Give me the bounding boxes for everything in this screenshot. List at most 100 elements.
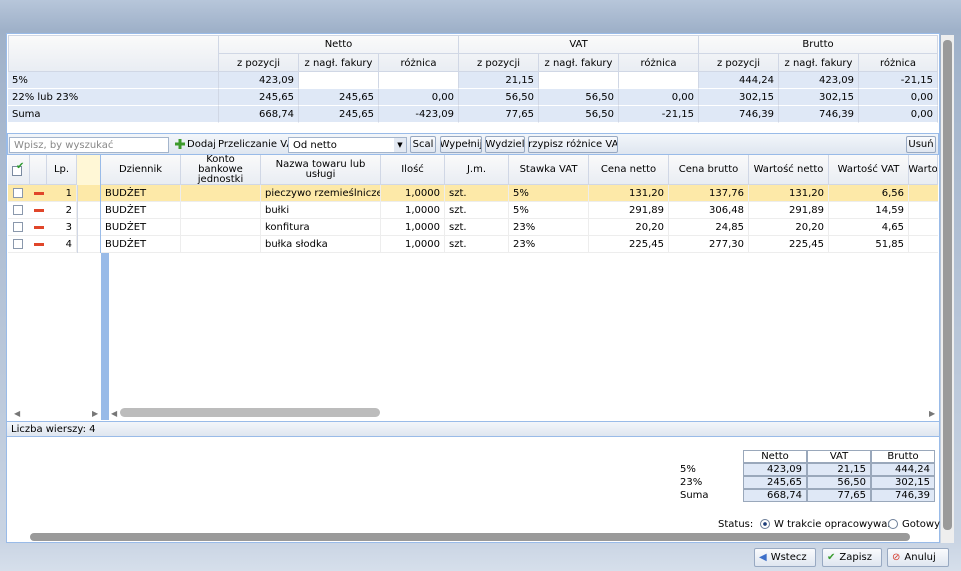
totals-cell: 21,15 xyxy=(807,463,871,476)
totals-cell: 423,09 xyxy=(743,463,807,476)
column-header: Dziennik xyxy=(101,155,181,185)
grid-cell: 4,65 xyxy=(829,219,909,236)
grid-cell xyxy=(181,219,261,236)
summary-subheader: różnica xyxy=(859,54,938,72)
frozen-divider xyxy=(101,253,109,420)
vscroll-thumb[interactable] xyxy=(943,40,952,530)
summary-cell: 77,65 xyxy=(459,106,539,123)
footer-button[interactable]: ⊘Anuluj xyxy=(887,548,949,567)
grid-cell: 6,56 xyxy=(829,185,909,202)
row-checkbox[interactable] xyxy=(13,205,23,215)
footer-button[interactable]: ✔Zapisz xyxy=(822,548,882,567)
status-option[interactable]: W trakcie opracowywania xyxy=(772,516,890,532)
row-checkbox[interactable] xyxy=(13,188,23,198)
summary-cell: 302,15 xyxy=(699,89,779,106)
summary-cell: -21,15 xyxy=(859,72,938,89)
grid-cell: 291,89 xyxy=(589,202,669,219)
column-header: Cena brutto xyxy=(669,155,749,185)
totals-label: 23% xyxy=(676,476,736,489)
grid-cell: 1,0000 xyxy=(381,219,445,236)
delete-icon[interactable] xyxy=(34,243,44,246)
summary-cell: 302,15 xyxy=(779,89,859,106)
grid-cell: 14,59 xyxy=(829,202,909,219)
summary-row-label: Suma xyxy=(8,106,219,123)
row-blank xyxy=(77,236,101,253)
scroll-arrow[interactable]: ◀ xyxy=(14,407,22,419)
totals-header: Netto xyxy=(743,450,807,463)
toolbar-button[interactable]: Wydziel xyxy=(485,136,525,153)
summary-cell: 245,65 xyxy=(219,89,299,106)
summary-group: VAT xyxy=(459,35,699,54)
grid-cell: szt. xyxy=(445,185,509,202)
grid-cell: 20,20 xyxy=(589,219,669,236)
summary-subheader: z pozycji xyxy=(219,54,299,72)
delete-icon[interactable] xyxy=(34,226,44,229)
search-input[interactable]: Wpisz, by wyszukać xyxy=(9,137,169,153)
summary-subheader: z nagł. fakury xyxy=(299,54,379,72)
scroll-arrow[interactable]: ▶ xyxy=(92,407,100,419)
grid-cell: 291,89 xyxy=(749,202,829,219)
status-radio[interactable] xyxy=(888,519,898,529)
grid-cell: bułki xyxy=(261,202,381,219)
button-icon: ◀ xyxy=(759,552,767,563)
grid-cell: 1,0000 xyxy=(381,202,445,219)
grid-cell: BUDŻET xyxy=(101,185,181,202)
grid-cell: 23% xyxy=(509,219,589,236)
summary-row-label: 22% lub 23% xyxy=(8,89,219,106)
summary-cell: 245,65 xyxy=(299,106,379,123)
summary-cell: -423,09 xyxy=(379,106,459,123)
grid-cell: 5% xyxy=(509,185,589,202)
summary-cell xyxy=(539,72,619,89)
scroll-arrow[interactable]: ▶ xyxy=(929,407,937,419)
delete-icon[interactable] xyxy=(34,192,44,195)
grid-hscroll-thumb[interactable] xyxy=(120,408,380,417)
totals-cell: 302,15 xyxy=(871,476,935,489)
column-header: Lp. xyxy=(47,155,77,185)
summary-subheader: z nagł. fakury xyxy=(779,54,859,72)
summary-subheader: z nagł. fakury xyxy=(539,54,619,72)
select-arrow: ▼ xyxy=(394,138,406,152)
row-checkbox[interactable] xyxy=(13,222,23,232)
column-header: Wartość netto xyxy=(749,155,829,185)
summary-cell xyxy=(299,72,379,89)
row-blank xyxy=(77,185,101,202)
grid-cell: 2 xyxy=(47,202,77,219)
totals-cell: 77,65 xyxy=(807,489,871,502)
summary-cell: 56,50 xyxy=(539,89,619,106)
summary-group: Brutto xyxy=(699,35,938,54)
summary-cell: 423,09 xyxy=(219,72,299,89)
summary-label-header xyxy=(8,35,219,72)
footer-button[interactable]: ◀ Wstecz xyxy=(754,548,816,567)
status-radio[interactable] xyxy=(760,519,770,529)
toolbar-button[interactable]: Wypełnij xyxy=(440,136,482,153)
toolbar-button[interactable]: Scal xyxy=(410,136,436,153)
hscroll-thumb[interactable] xyxy=(30,533,910,541)
totals-label: Suma xyxy=(676,489,736,502)
add-button[interactable]: Dodaj xyxy=(185,136,215,153)
totals-cell: 56,50 xyxy=(807,476,871,489)
summary-cell: 668,74 xyxy=(219,106,299,123)
summary-cell: 746,39 xyxy=(699,106,779,123)
grid-cell xyxy=(181,236,261,253)
totals-header: VAT xyxy=(807,450,871,463)
summary-cell: 245,65 xyxy=(299,89,379,106)
grid-cell: szt. xyxy=(445,219,509,236)
remove-button[interactable]: Usuń xyxy=(906,136,936,153)
grid-cell: 3 xyxy=(47,219,77,236)
summary-cell xyxy=(619,72,699,89)
toolbar-button[interactable]: Przypisz różnice VAT xyxy=(528,136,618,153)
column-header: J.m. xyxy=(445,155,509,185)
grid-cell: 277,30 xyxy=(669,236,749,253)
row-blank xyxy=(77,219,101,236)
grid-cell: 1 xyxy=(47,185,77,202)
button-icon: ⊘ xyxy=(892,552,900,563)
totals-header: Brutto xyxy=(871,450,935,463)
button-label: Wstecz xyxy=(771,552,807,563)
vat-select[interactable]: Od netto xyxy=(288,137,407,153)
vat-label: Przeliczanie VAT: xyxy=(216,136,288,153)
delete-icon[interactable] xyxy=(34,209,44,212)
row-checkbox[interactable] xyxy=(13,239,23,249)
grid-cell: pieczywo rzemieślnicze xyxy=(261,185,381,202)
scroll-arrow[interactable]: ◀ xyxy=(111,407,119,419)
grid-cell: bułka słodka xyxy=(261,236,381,253)
